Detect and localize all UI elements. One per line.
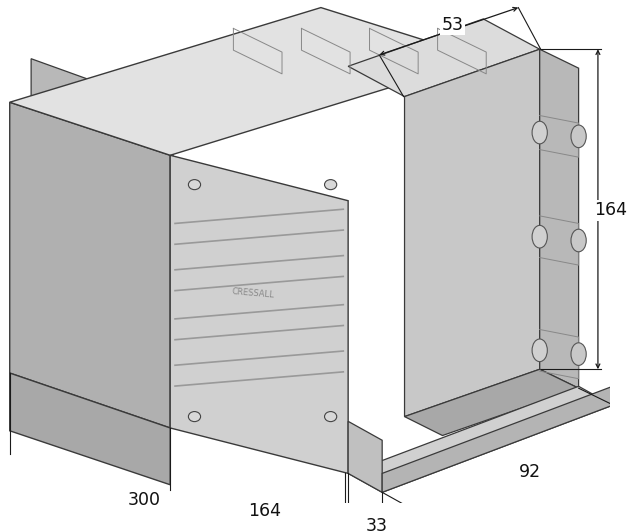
- Polygon shape: [10, 7, 483, 155]
- Text: 53: 53: [441, 15, 463, 33]
- Ellipse shape: [571, 343, 586, 365]
- Polygon shape: [348, 386, 613, 492]
- Polygon shape: [348, 19, 540, 97]
- Polygon shape: [170, 155, 348, 474]
- Text: 164: 164: [594, 201, 627, 219]
- Polygon shape: [10, 102, 170, 428]
- Polygon shape: [540, 49, 579, 388]
- Circle shape: [188, 179, 201, 190]
- Polygon shape: [31, 59, 173, 426]
- Ellipse shape: [532, 339, 547, 362]
- Text: 300: 300: [127, 491, 161, 509]
- Circle shape: [325, 412, 337, 422]
- Text: 33: 33: [366, 517, 387, 531]
- Circle shape: [188, 412, 201, 422]
- Ellipse shape: [532, 121, 547, 144]
- Polygon shape: [404, 369, 579, 435]
- Polygon shape: [10, 373, 170, 485]
- Polygon shape: [404, 49, 540, 417]
- Text: 92: 92: [519, 463, 541, 481]
- Ellipse shape: [571, 229, 586, 252]
- Polygon shape: [348, 421, 382, 492]
- Text: CRESSALL: CRESSALL: [231, 287, 275, 300]
- Ellipse shape: [532, 225, 547, 248]
- Ellipse shape: [571, 125, 586, 148]
- Polygon shape: [382, 386, 613, 492]
- Circle shape: [325, 179, 337, 190]
- Text: 164: 164: [248, 502, 281, 520]
